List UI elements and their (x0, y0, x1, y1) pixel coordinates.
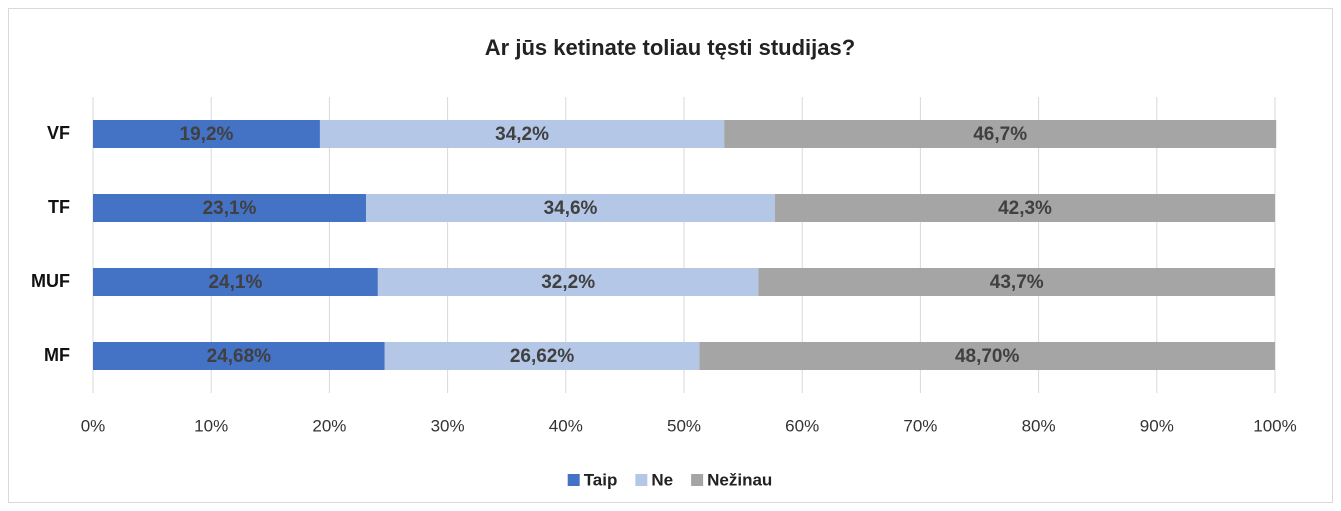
legend-label: Taip (584, 470, 618, 489)
data-label: 23,1% (203, 198, 257, 219)
data-label: 24,1% (208, 272, 262, 293)
bar-segment (377, 268, 759, 296)
bar-segment (93, 194, 367, 222)
chart-border (8, 8, 1333, 503)
data-label: 48,70% (955, 346, 1020, 367)
x-tick-label: 90% (1140, 416, 1174, 435)
bar-segment (319, 120, 725, 148)
bar-segment (775, 194, 1275, 222)
legend-label: Ne (651, 470, 673, 489)
y-tick-label: VF (47, 123, 70, 143)
x-tick-label: 30% (431, 416, 465, 435)
x-tick-label: 20% (312, 416, 346, 435)
data-label: 26,62% (510, 346, 575, 367)
data-label: 43,7% (990, 272, 1044, 293)
bar-segment (758, 268, 1275, 296)
bar-segment (366, 194, 776, 222)
x-tick-label: 50% (667, 416, 701, 435)
y-tick-label: MUF (31, 271, 70, 291)
data-label: 24,68% (207, 346, 272, 367)
data-label: 34,6% (544, 198, 598, 219)
legend-swatch (635, 474, 648, 486)
y-tick-label: TF (48, 197, 70, 217)
bar-segment (93, 120, 320, 148)
x-tick-label: 60% (785, 416, 819, 435)
legend-swatch (567, 474, 580, 486)
x-tick-label: 0% (81, 416, 106, 435)
x-tick-label: 80% (1022, 416, 1056, 435)
x-tick-label: 100% (1253, 416, 1296, 435)
x-tick-label: 70% (903, 416, 937, 435)
bar-segment (384, 342, 700, 370)
data-label: 32,2% (541, 272, 595, 293)
bar-segment (724, 120, 1277, 148)
data-label: 19,2% (180, 124, 234, 145)
bar-segment (93, 342, 385, 370)
y-tick-label: MF (44, 345, 70, 365)
bar-segment (93, 268, 378, 296)
x-tick-label: 10% (194, 416, 228, 435)
legend-swatch (691, 474, 704, 486)
bar-segment (699, 342, 1275, 370)
legend-label: Nežinau (707, 470, 772, 489)
x-tick-label: 40% (549, 416, 583, 435)
data-label: 46,7% (973, 124, 1027, 145)
data-label: 42,3% (998, 198, 1052, 219)
chart-title: Ar jūs ketinate toliau tęsti studijas? (485, 35, 855, 60)
data-label: 34,2% (495, 124, 549, 145)
